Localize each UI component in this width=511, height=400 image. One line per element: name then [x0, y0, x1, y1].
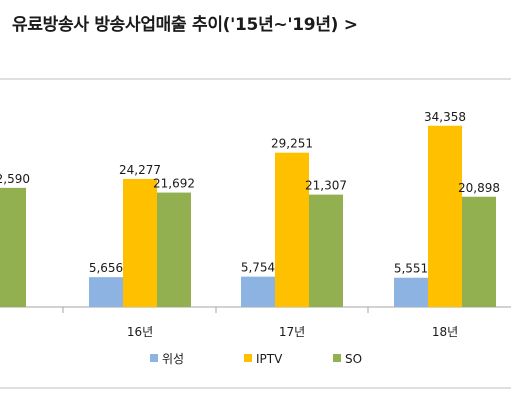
data-label: 29,251: [271, 137, 313, 151]
category-label: 18년: [432, 325, 458, 339]
data-label: 20,898: [458, 181, 500, 195]
data-label: 21,307: [305, 179, 347, 193]
data-label: 5,754: [241, 261, 275, 275]
legend-label: 위성: [162, 352, 184, 366]
bar-SO-16년: [157, 192, 191, 307]
data-label: 22,590: [0, 172, 30, 186]
data-label: 34,358: [424, 110, 466, 124]
category-label: 16년: [127, 325, 153, 339]
data-label: 5,551: [394, 262, 428, 276]
legend-label: SO: [345, 352, 362, 366]
data-label: 21,692: [153, 177, 195, 191]
chart-title: 유료방송사 방송사업매출 추이('15년~'19년) >: [12, 15, 358, 35]
bar-SO-15년: [0, 187, 26, 307]
legend-swatch-SO: [333, 354, 341, 362]
data-label: 5,656: [89, 261, 123, 275]
legend-swatch-위성: [150, 354, 158, 362]
bar-IPTV-18년: [428, 125, 462, 307]
bar-위성-18년: [394, 277, 428, 307]
bar-SO-18년: [462, 196, 496, 307]
bar-위성-17년: [241, 276, 275, 307]
legend-label: IPTV: [256, 352, 283, 366]
category-label: 17년: [279, 325, 305, 339]
bar-위성-16년: [89, 277, 123, 307]
bar-SO-17년: [309, 194, 343, 307]
bar-IPTV-16년: [123, 178, 157, 307]
data-label: 24,277: [119, 163, 161, 177]
bar-IPTV-17년: [275, 152, 309, 307]
legend-swatch-IPTV: [244, 354, 252, 362]
